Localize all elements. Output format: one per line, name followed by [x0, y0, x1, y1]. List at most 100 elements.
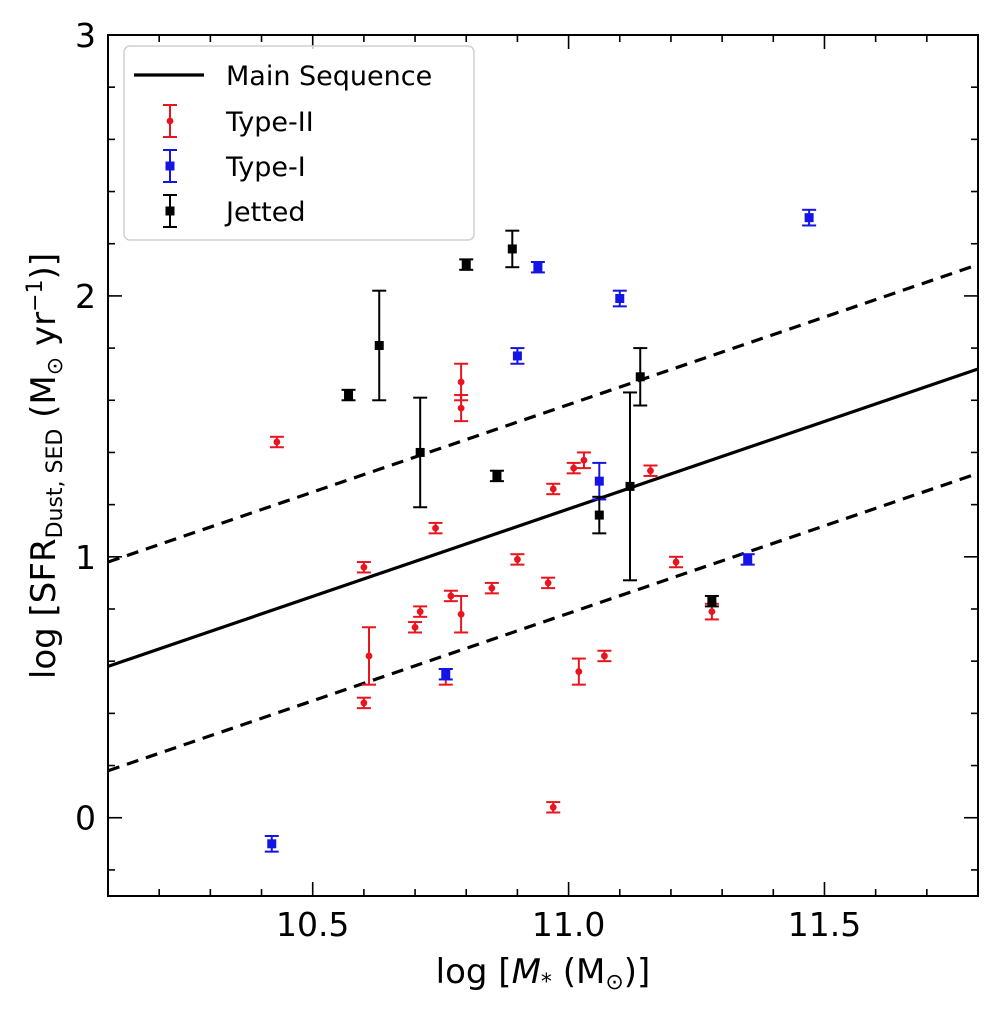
- type-i-marker: [441, 669, 451, 679]
- jetted-point: [372, 289, 387, 402]
- jetted-point: [505, 229, 520, 269]
- type-i-marker: [743, 554, 753, 564]
- legend-label-main-sequence: Main Sequence: [226, 61, 432, 92]
- legend-box: [123, 45, 475, 241]
- type-i-marker: [804, 213, 814, 223]
- jetted-marker: [374, 340, 384, 350]
- jetted-marker: [594, 510, 604, 520]
- type-i-point: [592, 461, 607, 501]
- legend: Main Sequence Type-II Type-I Jetted: [123, 45, 475, 241]
- jetted-marker: [707, 596, 717, 606]
- type-i-point: [740, 553, 755, 566]
- type-ii-point: [454, 362, 469, 402]
- type-ii-point: [356, 561, 371, 574]
- type-ii-marker: [457, 404, 465, 412]
- jetted-marker: [625, 481, 635, 491]
- type-ii-marker: [360, 563, 368, 571]
- type-ii-point: [643, 464, 658, 477]
- jetted-point: [623, 391, 637, 582]
- type-ii-point: [510, 553, 525, 566]
- type-ii-point: [356, 696, 371, 710]
- type-ii-marker: [549, 485, 557, 493]
- type-i-point: [802, 208, 817, 227]
- jetted-marker: [415, 447, 425, 457]
- type-ii-point: [541, 576, 556, 590]
- legend-marker: [165, 161, 175, 171]
- main-sequence-upper-dashed-line: [108, 263, 978, 564]
- type-ii-marker: [457, 378, 465, 386]
- type-ii-marker: [549, 803, 557, 811]
- type-ii-point: [362, 626, 376, 686]
- type-ii-marker: [411, 623, 419, 631]
- legend-label-type-i: Type-I: [225, 152, 306, 183]
- type-ii-point: [546, 801, 561, 814]
- type-i-marker: [615, 294, 625, 304]
- type-ii-point: [669, 555, 684, 569]
- type-ii-marker: [457, 610, 465, 618]
- legend-marker: [165, 206, 175, 216]
- x-tick-label: 11.5: [788, 905, 861, 944]
- plot-content: [108, 208, 978, 853]
- jetted-point: [489, 469, 504, 483]
- main-sequence-line: [108, 367, 978, 668]
- type-ii-point: [484, 581, 499, 595]
- type-ii-marker: [575, 668, 583, 676]
- jetted-marker: [344, 390, 354, 400]
- main-sequence-lower-dashed-line: [108, 471, 978, 773]
- x-axis-title: log [M* (M⊙)]: [436, 952, 651, 995]
- type-ii-marker: [273, 438, 281, 446]
- type-ii-marker: [365, 652, 373, 660]
- plot-frame: [107, 34, 979, 897]
- type-ii-marker: [647, 467, 654, 475]
- x-tick-label: 10.5: [276, 905, 349, 944]
- legend-handle-type-i: [163, 149, 177, 183]
- legend-label-jetted: Jetted: [224, 197, 306, 228]
- type-ii-point: [576, 451, 591, 470]
- type-ii-marker: [432, 524, 439, 532]
- y-tick-label: 0: [75, 799, 96, 838]
- type-ii-marker: [416, 608, 424, 616]
- type-i-point: [612, 289, 627, 308]
- legend-handle-type-ii: [163, 104, 177, 138]
- jetted-marker: [507, 244, 517, 254]
- type-ii-point: [597, 649, 612, 663]
- legend-handle-jetted: [163, 194, 177, 228]
- type-i-marker: [594, 476, 604, 486]
- jetted-point: [592, 495, 607, 535]
- type-ii-marker: [488, 584, 496, 592]
- type-ii-marker: [570, 464, 578, 472]
- y-tick-label: 2: [75, 277, 96, 316]
- y-tick-label: 1: [75, 538, 96, 577]
- jetted-point: [704, 594, 719, 608]
- jetted-point: [341, 388, 356, 402]
- x-tick-label: 11.0: [532, 905, 605, 944]
- type-ii-point: [269, 435, 284, 449]
- type-ii-marker: [360, 699, 368, 707]
- type-ii-point: [546, 482, 561, 496]
- type-ii-marker: [672, 558, 680, 566]
- type-ii-point: [571, 657, 586, 686]
- type-i-point: [530, 260, 545, 274]
- y-axis-title: log [SFRDust, SED (M⊙ yr−1)]: [23, 253, 68, 679]
- type-i-point: [264, 834, 279, 853]
- legend-marker: [166, 117, 174, 125]
- type-ii-marker: [447, 592, 455, 600]
- type-ii-marker: [708, 608, 716, 616]
- type-ii-marker: [580, 456, 588, 464]
- type-ii-point: [443, 589, 458, 603]
- type-ii-point: [566, 461, 581, 475]
- type-ii-point: [413, 605, 428, 618]
- jetted-point: [459, 258, 474, 271]
- y-tick-label: 3: [75, 16, 96, 55]
- type-ii-point: [408, 621, 423, 634]
- jetted-point: [633, 347, 648, 407]
- type-i-marker: [533, 262, 543, 272]
- legend-label-type-ii: Type-II: [225, 107, 314, 138]
- type-ii-point: [454, 594, 469, 634]
- jetted-marker: [492, 471, 502, 481]
- jetted-marker: [635, 372, 645, 382]
- type-i-marker: [267, 839, 277, 849]
- type-i-point: [438, 668, 453, 681]
- jetted-point: [413, 396, 428, 509]
